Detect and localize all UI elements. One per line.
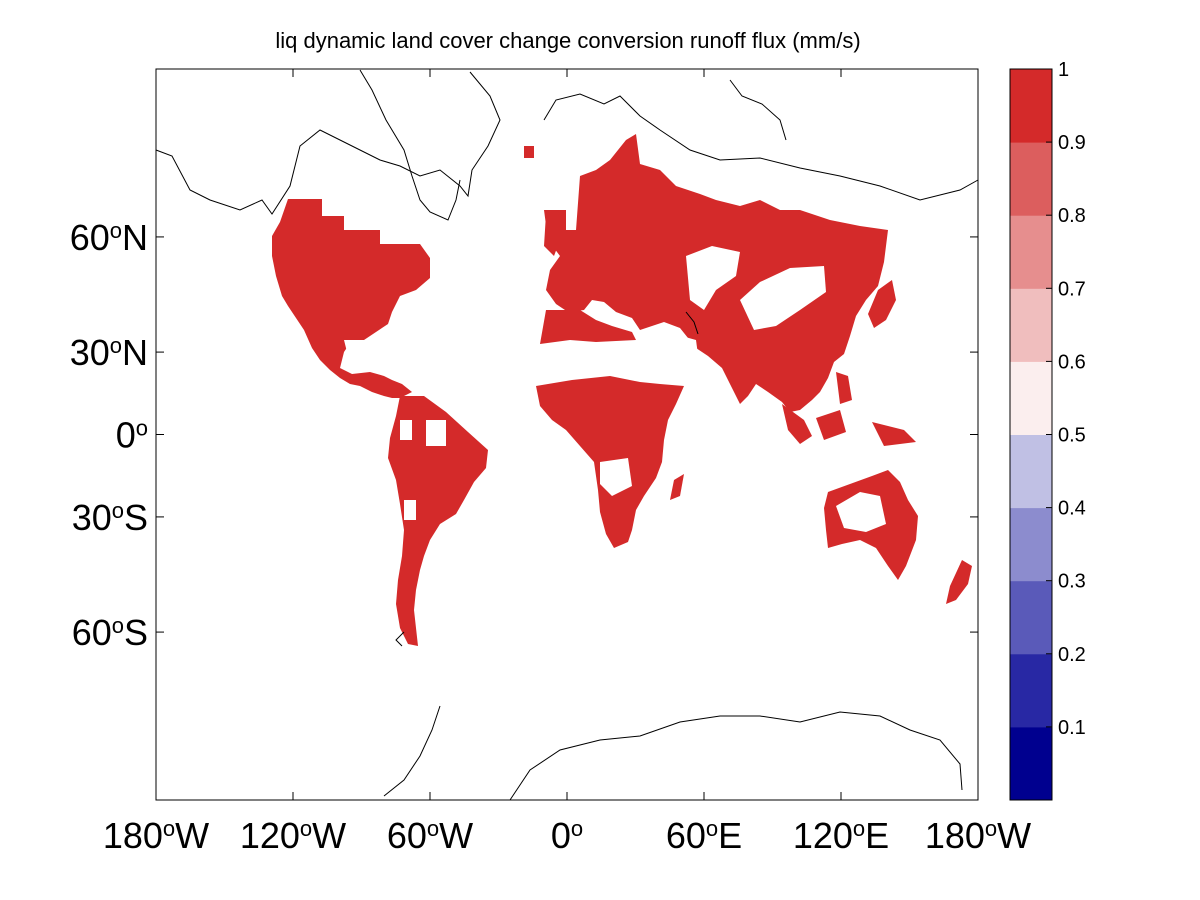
colorbar-tick-label-0: 0.1 (1058, 717, 1086, 739)
australia-interior-gap (836, 492, 886, 532)
colorbar-tick-label-2: 0.3 (1058, 571, 1086, 593)
colorbar-tick-label-3: 0.4 (1058, 498, 1086, 520)
colorbar-cell-9 (1010, 69, 1052, 143)
north-africa-coast (540, 310, 636, 344)
colorbar-tick-label-7: 0.8 (1058, 205, 1086, 227)
lat-label-4: 60oS (72, 612, 148, 653)
central-asia-gap (686, 246, 740, 310)
colorbar-tick-label-9: 1 (1058, 59, 1069, 81)
kalahari-gap (600, 458, 632, 496)
borneo (816, 410, 846, 440)
colorbar-tick-label-6: 0.7 (1058, 278, 1086, 300)
colorbar-cells (1010, 69, 1052, 801)
colorbar-tick-label-8: 0.9 (1058, 132, 1086, 154)
colorbar-cell-5 (1010, 361, 1052, 435)
colorbar-cell-7 (1010, 215, 1052, 289)
british-isles (544, 214, 560, 256)
arabia-gap (656, 330, 700, 386)
colorbar-tick-label-1: 0.2 (1058, 644, 1086, 666)
lat-label-2: 0o (116, 415, 148, 456)
north-america-landmass (272, 199, 430, 398)
philippines (836, 372, 852, 404)
southeast-asia-islands (782, 404, 812, 444)
lon-label-0: 180oW (103, 815, 209, 856)
patagonia-gap (404, 500, 416, 520)
colorbar-cell-2 (1010, 580, 1052, 655)
colorbar-tick-label-5: 0.6 (1058, 351, 1086, 373)
amazon-gap-2 (426, 420, 446, 446)
longitude-labels: 180oW 120oW 60oW 0o 60oE 120oE 180oW (103, 815, 1031, 856)
colorbar-cell-8 (1010, 142, 1052, 216)
colorbar-cell-0 (1010, 726, 1052, 801)
colorbar: 0.1 0.2 0.3 0.4 0.5 0.6 0.7 0.8 0.9 1 (1009, 59, 1086, 801)
lon-label-6: 180oW (925, 815, 1031, 856)
map-area (155, 68, 979, 801)
colorbar-labels: 0.1 0.2 0.3 0.4 0.5 0.6 0.7 0.8 0.9 1 (1046, 59, 1086, 739)
lat-tick-marks (156, 236, 978, 633)
map-title: liq dynamic land cover change conversion… (275, 28, 860, 53)
lat-label-0: 60oN (70, 217, 148, 258)
new-zealand (946, 560, 972, 604)
florida-gap (344, 340, 372, 362)
colorbar-tick-label-4: 0.5 (1058, 425, 1086, 447)
south-america-landmass (388, 396, 488, 646)
lon-label-5: 120oE (793, 815, 889, 856)
lon-tick-marks (155, 69, 979, 800)
amazon-gap-1 (400, 420, 412, 440)
lon-label-4: 60oE (666, 815, 742, 856)
lat-label-3: 30oS (72, 497, 148, 538)
japan (868, 280, 896, 328)
colorbar-cell-4 (1010, 434, 1052, 509)
new-guinea (872, 422, 916, 446)
colorbar-cell-3 (1010, 507, 1052, 582)
lon-label-3: 0o (551, 815, 583, 856)
gobi-gap (740, 266, 826, 330)
lat-label-1: 30oN (70, 332, 148, 373)
iceland (524, 146, 534, 158)
madagascar (670, 474, 684, 500)
lon-label-1: 120oW (240, 815, 346, 856)
coastlines (155, 69, 979, 801)
colorbar-cell-6 (1010, 288, 1052, 362)
lon-label-2: 60oW (387, 815, 473, 856)
colorbar-cell-1 (1010, 653, 1052, 728)
ocean-background (156, 69, 978, 800)
latitude-labels: 60oN 30oN 0o 30oS 60oS (70, 217, 148, 653)
